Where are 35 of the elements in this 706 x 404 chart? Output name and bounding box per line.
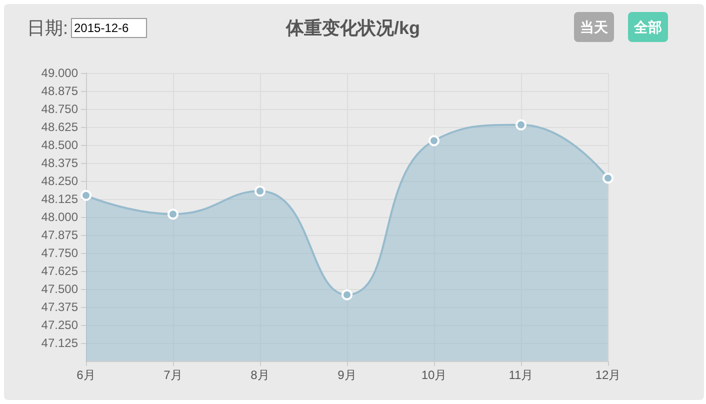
y-tick-label: 47.750 [41,246,78,260]
y-tick-label: 48.375 [41,156,78,170]
x-tick-label: 7月 [164,368,182,382]
x-tick-label: 9月 [338,368,356,382]
y-tick-label: 48.000 [41,210,78,224]
x-tick-label: 11月 [508,368,534,382]
y-tick-label: 47.250 [41,318,78,332]
y-tick-label: 47.500 [41,282,78,296]
y-tick-label: 47.625 [41,264,78,278]
y-tick-label: 48.750 [41,102,78,116]
text: 全部 [628,12,668,42]
y-tick-label: 47.125 [41,336,78,350]
text: 当天 [574,12,614,42]
text: 日期: [27,17,68,40]
point [342,289,352,300]
x-tick-label: 12月 [595,368,621,382]
y-tick-label: 49.000 [41,66,78,80]
point [254,186,266,197]
y-tick-label: 48.875 [41,84,78,98]
point [80,190,92,201]
y-tick-label: 48.250 [41,174,78,188]
y-tick-label: 48.500 [41,138,78,152]
x-tick-label: 8月 [250,368,270,382]
y-tick-label: 48.625 [41,120,78,134]
y-tick-label: 47.875 [41,228,78,242]
x-tick-label: 6月 [76,368,96,382]
chart-title: 体重变化状况/kg [286,18,420,38]
point [602,172,614,184]
point [428,135,440,146]
y-tick-label: 48.125 [41,192,78,206]
point [168,208,178,220]
x-tick-label: 10月 [421,368,447,382]
y-tick-label: 47.375 [41,300,78,314]
point [516,119,526,130]
date-field: 2015-12-6 [71,18,147,38]
